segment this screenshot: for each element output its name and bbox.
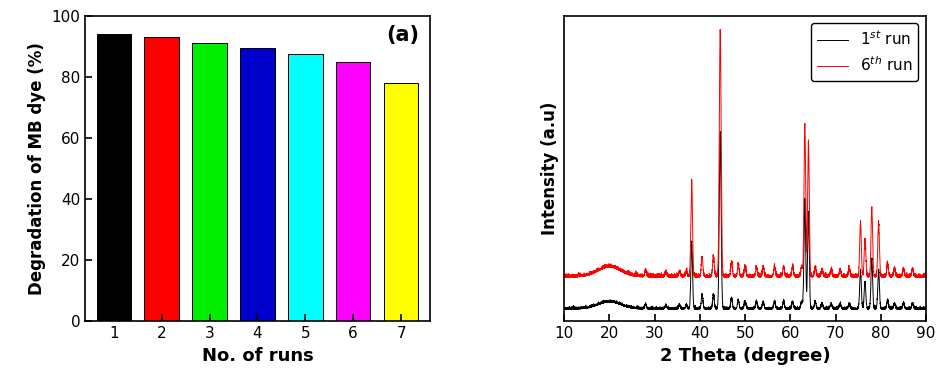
1$^{st}$ run xyxy=(772,306,784,310)
6$^{th}$ run xyxy=(787,273,799,278)
Legend: 1$^{st}$ run, 6$^{th}$ run: 1$^{st}$ run, 6$^{th}$ run xyxy=(810,23,918,81)
6$^{th}$ run xyxy=(746,275,757,279)
6$^{th}$ run xyxy=(558,272,569,277)
6$^{th}$ run xyxy=(845,275,856,279)
Y-axis label: Degradation of MB dye (%): Degradation of MB dye (%) xyxy=(27,42,45,295)
6$^{th}$ run xyxy=(772,275,784,279)
Bar xyxy=(336,62,370,321)
1$^{st}$ run xyxy=(787,305,799,309)
6$^{th}$ run xyxy=(714,27,725,32)
Bar xyxy=(144,37,178,321)
6$^{th}$ run xyxy=(826,273,837,278)
1$^{st}$ run xyxy=(558,306,569,311)
Bar xyxy=(240,48,275,321)
1$^{st}$ run xyxy=(714,129,725,134)
6$^{th}$ run xyxy=(689,274,700,279)
Y-axis label: Intensity (a.u): Intensity (a.u) xyxy=(540,102,558,235)
Text: (a): (a) xyxy=(386,25,419,45)
Line: 6$^{th}$ run: 6$^{th}$ run xyxy=(564,30,925,277)
1$^{st}$ run xyxy=(720,307,732,312)
Bar xyxy=(96,34,131,321)
Bar xyxy=(193,43,227,321)
1$^{st}$ run xyxy=(689,306,700,311)
Line: 1$^{st}$ run: 1$^{st}$ run xyxy=(564,131,925,309)
X-axis label: 2 Theta (degree): 2 Theta (degree) xyxy=(659,347,830,365)
1$^{st}$ run xyxy=(845,307,856,311)
1$^{st}$ run xyxy=(919,305,931,309)
Bar xyxy=(288,54,322,321)
6$^{th}$ run xyxy=(576,274,587,278)
Text: (b): (b) xyxy=(881,25,915,45)
Bar xyxy=(383,83,418,321)
6$^{th}$ run xyxy=(919,274,931,278)
X-axis label: No. of runs: No. of runs xyxy=(201,347,313,365)
1$^{st}$ run xyxy=(826,306,837,310)
1$^{st}$ run xyxy=(576,306,587,311)
